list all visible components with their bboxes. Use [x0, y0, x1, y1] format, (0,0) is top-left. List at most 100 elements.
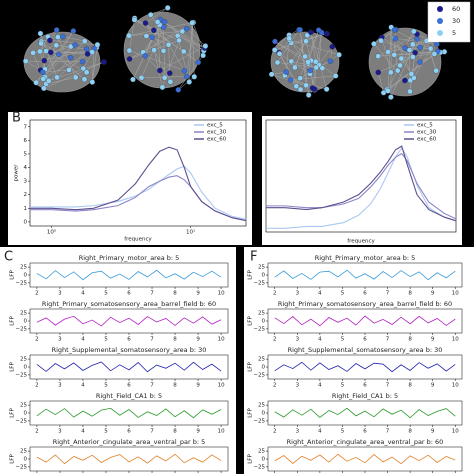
- node: [305, 92, 312, 98]
- node: [126, 47, 133, 54]
- x-tick-label: 2: [35, 383, 39, 389]
- legend-label: exc_30: [207, 130, 227, 136]
- node: [40, 76, 47, 82]
- node: [287, 77, 294, 83]
- node: [39, 69, 46, 76]
- node: [147, 12, 154, 18]
- y-tick-label: 25: [20, 449, 27, 455]
- node: [388, 94, 394, 100]
- x-tick-label: 10: [218, 383, 225, 389]
- lfp-trace: [274, 315, 456, 327]
- lfp-trace: [36, 453, 222, 465]
- spectrum-line: [266, 152, 457, 220]
- x-tick-label: 7: [150, 337, 154, 343]
- x-tick-label: 8: [173, 291, 177, 297]
- x-tick-label: 2: [35, 337, 39, 343]
- y-axis-label: LFP: [10, 270, 16, 280]
- lfp-trace: [36, 269, 222, 281]
- spectrum-line: [30, 146, 247, 222]
- x-tick-label: 5: [104, 291, 108, 297]
- x-tick-label: 5: [104, 429, 108, 435]
- edge: [289, 39, 340, 56]
- subplot-title: Right_Supplemental_somatosensory_area b:…: [288, 346, 443, 354]
- x-tick-label: 6: [363, 291, 367, 297]
- legend-marker: [437, 6, 443, 12]
- edge: [183, 51, 199, 63]
- y-tick-label: 25: [20, 311, 27, 317]
- x-tick-label: 2: [273, 291, 277, 297]
- node: [433, 67, 439, 74]
- x-tick-label: 2: [35, 291, 39, 297]
- node: [406, 47, 413, 53]
- edge: [277, 29, 300, 63]
- x-tick-label: 7: [386, 337, 390, 343]
- x-tick-label: 6: [363, 383, 367, 389]
- node: [268, 71, 275, 78]
- edge: [188, 22, 193, 82]
- node: [131, 17, 138, 23]
- node: [37, 48, 43, 55]
- x-tick-label: 3: [296, 429, 300, 435]
- node: [392, 36, 399, 42]
- legend-label: 30: [452, 17, 460, 25]
- x-tick-label: 7: [386, 291, 390, 297]
- x-tick-label: 8: [173, 337, 177, 343]
- x-tick-label: 6: [127, 383, 131, 389]
- x-tick-label: 8: [408, 291, 412, 297]
- node: [336, 52, 342, 58]
- y-tick-label: 25: [258, 449, 265, 455]
- node: [402, 77, 408, 84]
- edge: [57, 36, 76, 78]
- node: [175, 87, 182, 93]
- node: [43, 48, 49, 54]
- node: [371, 41, 377, 47]
- panel-label: C: [4, 250, 13, 265]
- node: [307, 67, 313, 74]
- y-axis-label: LFP: [10, 316, 16, 326]
- edge: [146, 35, 164, 51]
- x-tick-label: 10: [452, 291, 459, 297]
- x-tick-label: 6: [127, 337, 131, 343]
- node: [303, 82, 309, 89]
- panel-f: [244, 247, 474, 474]
- x-tick-label: 7: [150, 429, 154, 435]
- node: [166, 70, 173, 76]
- node: [45, 78, 52, 84]
- y-tick-label: 0: [262, 319, 266, 325]
- node: [138, 74, 145, 81]
- node: [130, 76, 136, 83]
- node: [385, 88, 391, 94]
- node: [186, 79, 192, 85]
- edge: [310, 32, 327, 90]
- x-tick-label: 8: [173, 429, 177, 435]
- node: [55, 34, 61, 40]
- node: [304, 32, 311, 39]
- node: [313, 64, 320, 71]
- y-axis-label: LFP: [10, 362, 16, 372]
- node: [164, 5, 171, 11]
- node: [66, 67, 72, 73]
- spectrum-line: [266, 145, 457, 222]
- x-tick-label: 8: [408, 429, 412, 435]
- x-tick-label: 9: [196, 337, 200, 343]
- x-tick-label: 10: [452, 429, 459, 435]
- x-tick-label: 10: [452, 337, 459, 343]
- node: [83, 69, 90, 76]
- legend-label: 60: [452, 5, 460, 13]
- node: [142, 53, 148, 59]
- node: [200, 52, 206, 59]
- lfp-trace: [274, 407, 456, 419]
- x-tick-label: 4: [81, 337, 85, 343]
- y-tick-label: 0: [24, 457, 28, 463]
- node: [202, 43, 209, 49]
- edge: [378, 72, 384, 93]
- node: [288, 58, 295, 65]
- plot-frame: [29, 119, 247, 227]
- subplot-title: Right_Primary_motor_area b: 5: [315, 254, 416, 262]
- node: [385, 49, 391, 55]
- edge: [50, 46, 71, 53]
- edge: [25, 60, 41, 71]
- node: [83, 46, 90, 52]
- x-tick-label: 3: [296, 383, 300, 389]
